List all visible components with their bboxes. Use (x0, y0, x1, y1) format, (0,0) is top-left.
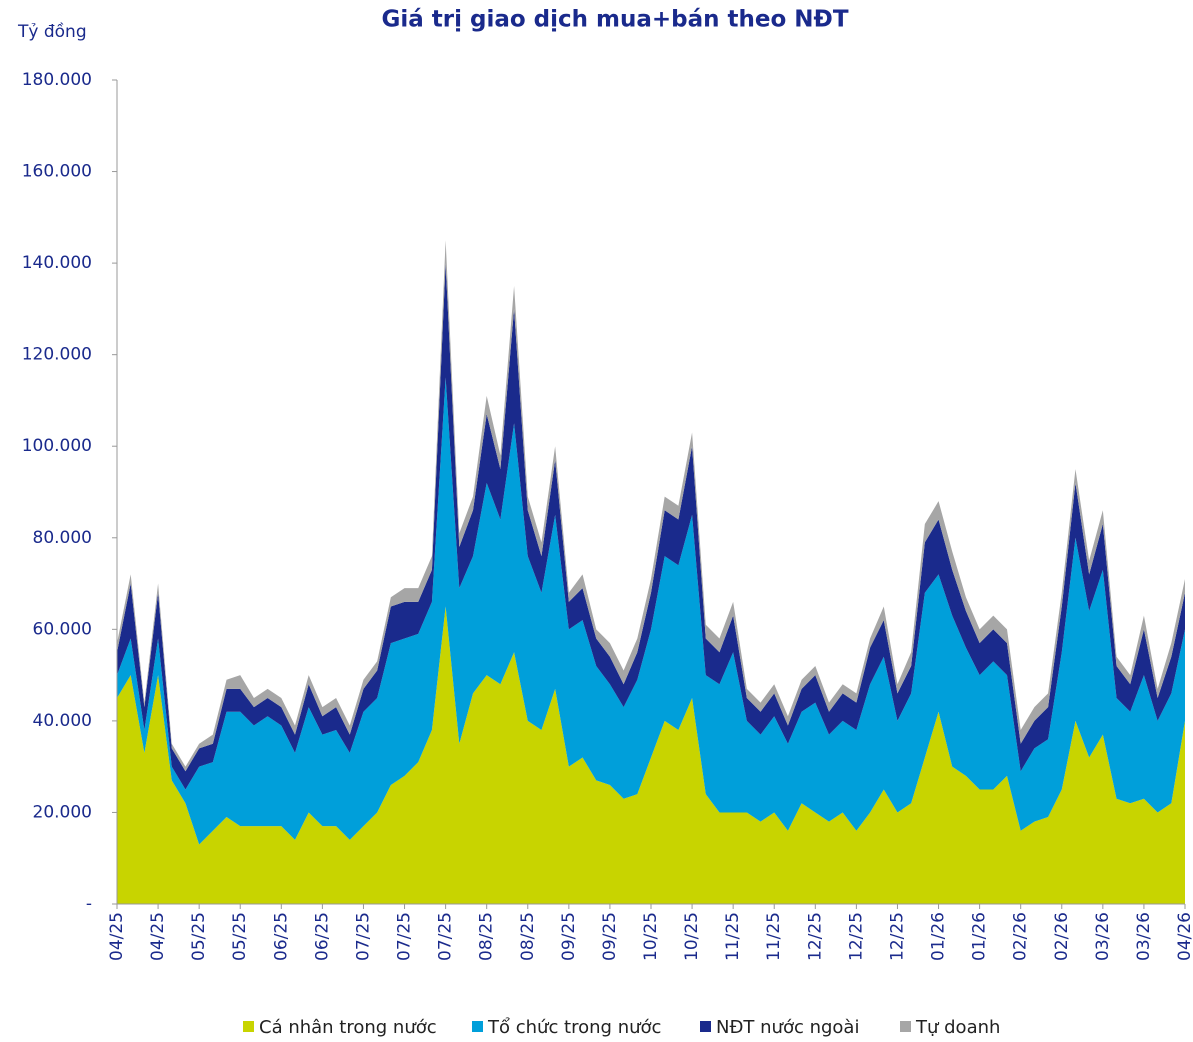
x-tick-label: 08/25 (518, 912, 538, 961)
y-tick-label: 120.000 (22, 345, 92, 365)
x-tick-label: 10/25 (682, 912, 702, 961)
x-tick-label: 03/26 (1093, 912, 1113, 961)
y-tick-label: 140.000 (22, 253, 92, 273)
y-tick-label: 180.000 (22, 70, 92, 90)
y-tick-label: 80.000 (33, 528, 92, 548)
x-tick-label: 04/26 (1175, 912, 1193, 961)
x-tick-label: 06/25 (312, 912, 332, 961)
y-axis-title: Tỷ đồng (17, 21, 87, 42)
x-tick-label: 06/25 (271, 912, 291, 961)
x-tick-label: 05/25 (230, 912, 250, 961)
x-tick-label: 09/25 (559, 912, 579, 961)
x-tick-label: 12/25 (887, 912, 907, 961)
legend-swatch (243, 1021, 254, 1032)
x-tick-label: 08/25 (477, 912, 497, 961)
x-tick-label: 12/25 (846, 912, 866, 961)
legend-swatch (472, 1021, 483, 1032)
y-tick-label: 100.000 (22, 436, 92, 456)
x-tick-label: 04/25 (148, 912, 168, 961)
area (117, 263, 1185, 790)
x-tick-label: 11/25 (723, 912, 743, 961)
x-tick-label: 03/26 (1134, 912, 1154, 961)
x-tick-label: 07/25 (395, 912, 415, 961)
y-tick-label: 40.000 (33, 711, 92, 731)
x-tick-label: 02/26 (1052, 912, 1072, 961)
legend-label: NĐT nước ngoài (716, 1017, 859, 1038)
legend-label: Cá nhân trong nước (259, 1017, 437, 1038)
legend-label: Tổ chức trong nước (487, 1017, 661, 1038)
x-tick-label: 02/26 (1011, 912, 1031, 961)
legend-swatch (900, 1021, 911, 1032)
y-tick-label: - (86, 894, 92, 914)
area (117, 606, 1185, 904)
x-tick-label: 01/26 (970, 912, 990, 961)
legend-swatch (700, 1021, 711, 1032)
x-tick-label: 01/26 (929, 912, 949, 961)
legend-label: Tự doanh (915, 1017, 1000, 1038)
x-tick-label: 07/25 (436, 912, 456, 961)
x-tick-label: 05/25 (189, 912, 209, 961)
x-tick-label: 12/25 (805, 912, 825, 961)
x-tick-label: 07/25 (353, 912, 373, 961)
x-tick-label: 10/25 (641, 912, 661, 961)
y-tick-label: 60.000 (33, 619, 92, 639)
y-tick-label: 20.000 (33, 802, 92, 822)
y-tick-label: 160.000 (22, 162, 92, 182)
chart-title: Giá trị giao dịch mua+bán theo NĐT (381, 7, 848, 33)
x-tick-label: 09/25 (600, 912, 620, 961)
x-tick-label: 04/25 (107, 912, 127, 961)
area (117, 377, 1185, 845)
area (117, 240, 1185, 772)
x-tick-label: 11/25 (764, 912, 784, 961)
